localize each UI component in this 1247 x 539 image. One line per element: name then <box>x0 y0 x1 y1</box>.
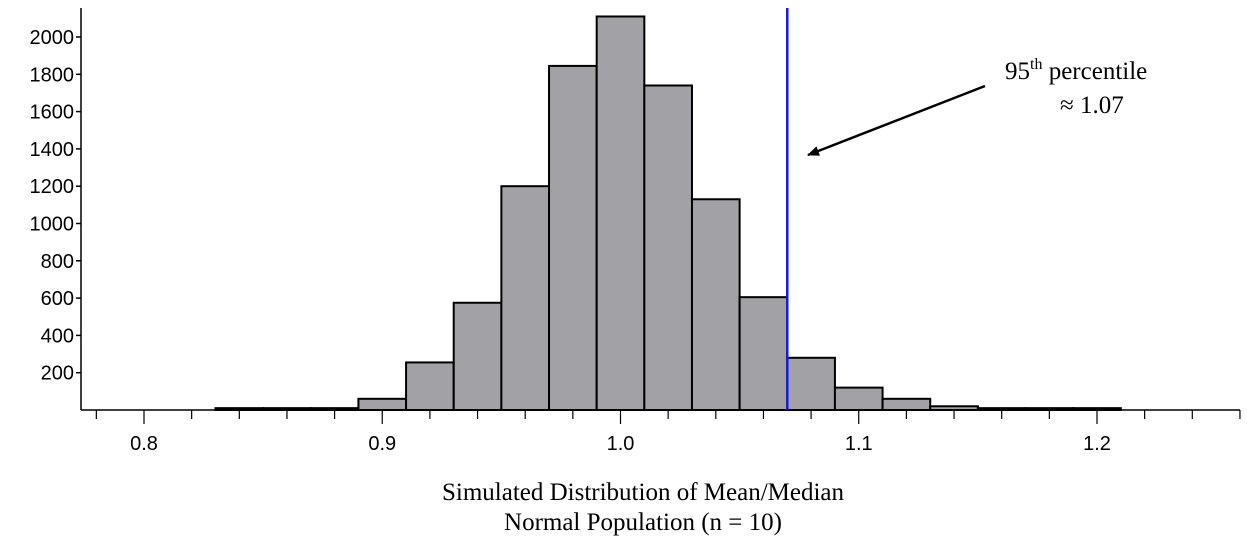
x-axis-ticks: 0.8 0.9 1.0 1.1 1.2 <box>95 410 1241 455</box>
histogram-bar <box>500 185 551 411</box>
caption-line-2: Normal Population (n = 10) <box>504 509 782 536</box>
histogram-bar <box>405 361 455 412</box>
y-axis-ticks: 200 400 600 800 1000 1200 1400 1600 1800 2000 <box>30 27 81 385</box>
y-tick-label: 1200 <box>30 176 75 198</box>
x-tick-label: 0.8 <box>130 433 158 455</box>
annotation-percentile-text: 95th percentile <box>1005 56 1147 85</box>
histogram-bar <box>786 356 836 411</box>
x-tick-label: 1.1 <box>845 433 873 455</box>
axes: 200 400 600 800 1000 1200 1400 1600 1800 2000 0.8… <box>30 8 1241 455</box>
histogram-bar <box>357 397 408 411</box>
y-tick-label: 1600 <box>30 102 75 124</box>
histogram-bar <box>548 64 598 411</box>
histogram-bar <box>833 386 884 411</box>
y-tick-label: 800 <box>41 251 74 273</box>
x-tick-label: 1.2 <box>1083 433 1111 455</box>
histogram-bar <box>690 198 741 411</box>
y-tick-label: 400 <box>41 325 74 347</box>
y-tick-label: 1800 <box>30 64 75 86</box>
histogram-bars <box>214 15 1122 412</box>
y-tick-label: 1000 <box>30 214 75 236</box>
y-tick-label: 1400 <box>30 139 75 161</box>
y-tick-label: 200 <box>41 363 74 385</box>
y-tick-label: 2000 <box>30 27 75 49</box>
histogram-bar <box>643 84 693 412</box>
y-tick-label: 600 <box>41 288 74 310</box>
caption-line-1: Simulated Distribution of Mean/Median <box>442 479 845 506</box>
histogram-bar <box>881 397 932 411</box>
percentile-annotation: 95th percentile ≈ 1.07 <box>807 56 1147 157</box>
histogram-bar <box>452 301 503 412</box>
histogram-bar <box>738 296 789 412</box>
x-tick-label: 1.0 <box>607 433 635 455</box>
x-tick-label: 0.9 <box>368 433 396 455</box>
histogram-bar <box>595 15 646 412</box>
annotation-arrow <box>807 84 986 157</box>
annotation-value-text: ≈ 1.07 <box>1060 92 1124 119</box>
